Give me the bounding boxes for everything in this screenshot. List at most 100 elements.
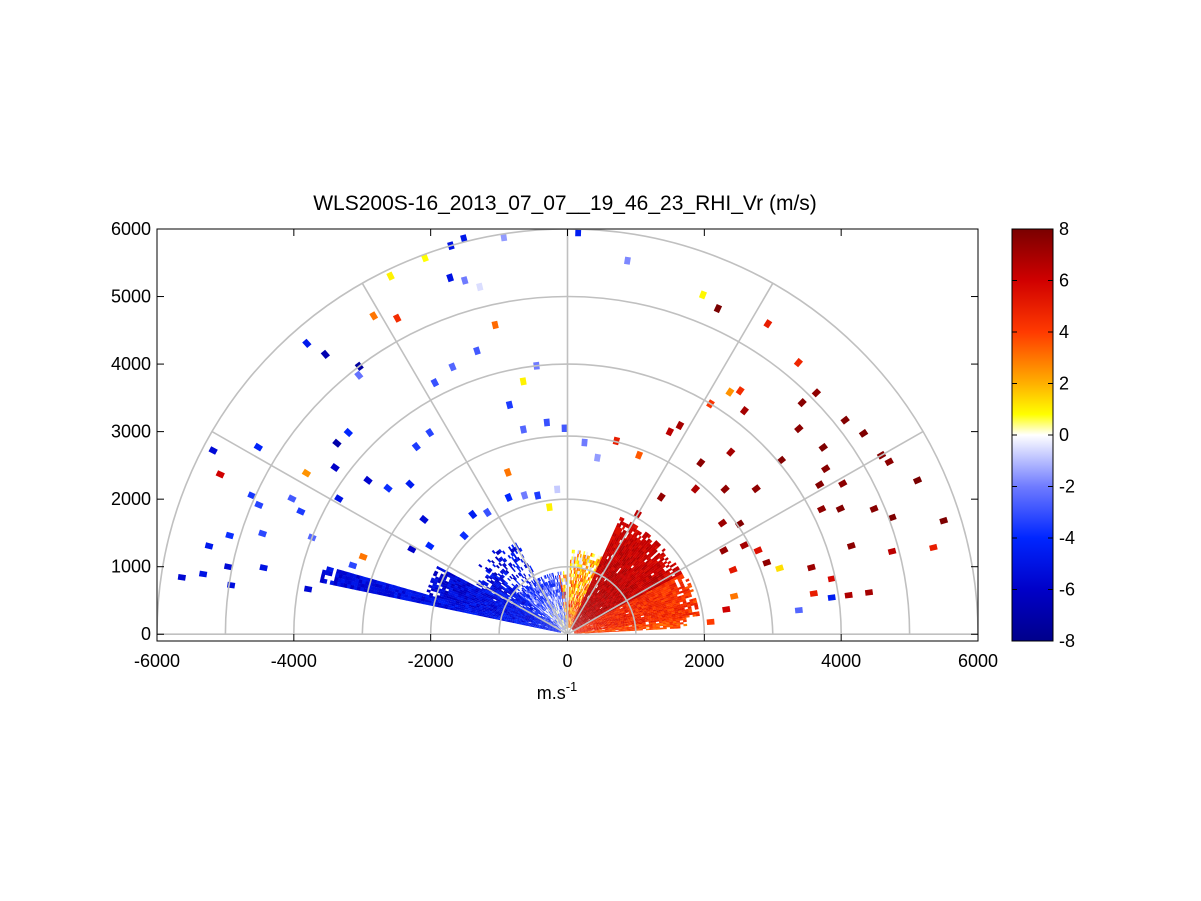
velocity-cell xyxy=(555,618,558,622)
velocity-cell xyxy=(589,622,593,625)
velocity-cell xyxy=(506,587,510,591)
velocity-cell xyxy=(556,606,559,611)
velocity-cell xyxy=(603,595,607,599)
velocity-cell xyxy=(582,561,585,566)
velocity-cell xyxy=(565,581,567,585)
velocity-cell xyxy=(542,621,547,624)
velocity-cell xyxy=(609,602,613,606)
velocity-cell xyxy=(574,623,577,627)
velocity-cell xyxy=(544,616,548,620)
velocity-cell xyxy=(557,631,561,633)
x-axis-label: m.s-1 xyxy=(537,679,578,703)
velocity-cell xyxy=(648,575,653,580)
velocity-cell xyxy=(577,630,581,632)
velocity-cell xyxy=(542,622,546,625)
velocity-cell xyxy=(540,600,544,604)
velocity-cell xyxy=(602,581,606,586)
velocity-cell xyxy=(527,623,532,625)
velocity-cell xyxy=(499,556,504,561)
velocity-cell xyxy=(383,589,389,594)
velocity-cell xyxy=(621,580,626,584)
velocity-cell xyxy=(664,581,669,586)
velocity-cell xyxy=(547,607,551,612)
velocity-cell xyxy=(573,607,575,612)
velocity-cell xyxy=(622,533,626,538)
velocity-cell xyxy=(603,561,607,566)
velocity-cell xyxy=(677,577,682,581)
velocity-cell xyxy=(474,609,479,613)
velocity-cell xyxy=(592,590,595,595)
velocity-cell xyxy=(529,601,533,605)
velocity-cell xyxy=(578,553,581,558)
velocity-cell xyxy=(564,591,566,596)
velocity-cell xyxy=(583,582,586,587)
velocity-cell xyxy=(597,604,601,608)
velocity-cell xyxy=(616,522,620,528)
velocity-cell xyxy=(533,626,538,628)
velocity-cell xyxy=(625,626,629,629)
velocity-cell xyxy=(562,615,564,620)
velocity-cell xyxy=(486,579,491,583)
velocity-cell xyxy=(474,589,479,593)
velocity-cell xyxy=(355,574,361,580)
velocity-cell xyxy=(575,625,579,629)
y-tick-label: 4000 xyxy=(111,354,151,374)
velocity-cell xyxy=(539,605,543,609)
velocity-cell xyxy=(466,598,472,602)
velocity-cell xyxy=(628,545,632,550)
velocity-cell xyxy=(627,524,631,529)
velocity-cell xyxy=(545,614,549,618)
velocity-cell xyxy=(492,573,497,577)
velocity-cell xyxy=(521,595,525,599)
velocity-cell xyxy=(407,592,413,596)
velocity-cell xyxy=(535,591,539,595)
velocity-cell xyxy=(623,554,628,559)
velocity-cell xyxy=(739,541,749,550)
velocity-cell xyxy=(589,610,593,614)
velocity-cell xyxy=(608,607,612,610)
velocity-cell xyxy=(580,627,584,630)
velocity-cell xyxy=(362,576,367,582)
velocity-cell xyxy=(536,598,540,603)
velocity-cell xyxy=(586,626,591,628)
velocity-cell xyxy=(637,618,642,621)
velocity-cell xyxy=(575,573,578,578)
velocity-cell xyxy=(675,573,680,578)
velocity-cell xyxy=(622,604,627,608)
velocity-cell xyxy=(497,603,502,607)
velocity-cell xyxy=(646,547,651,552)
velocity-cell xyxy=(631,556,635,561)
velocity-cell xyxy=(591,598,595,602)
velocity-cell xyxy=(574,573,577,578)
velocity-cell xyxy=(474,599,479,602)
velocity-cell xyxy=(693,600,698,604)
velocity-cell xyxy=(538,597,541,602)
velocity-cell xyxy=(576,621,580,625)
velocity-cell xyxy=(570,610,572,615)
velocity-cell xyxy=(408,589,413,594)
velocity-cell xyxy=(551,627,555,630)
velocity-cell xyxy=(511,604,516,607)
velocity-cell xyxy=(619,617,624,620)
velocity-cell xyxy=(513,621,518,623)
velocity-cell xyxy=(483,583,488,587)
velocity-cell xyxy=(525,602,529,605)
velocity-cell xyxy=(629,555,634,560)
velocity-cell xyxy=(490,603,495,607)
velocity-cell xyxy=(607,545,612,550)
velocity-cell xyxy=(549,595,552,599)
velocity-cell xyxy=(606,598,610,602)
velocity-cell xyxy=(511,551,516,556)
velocity-cell xyxy=(651,574,656,578)
velocity-cell xyxy=(638,598,643,602)
velocity-cell xyxy=(607,625,612,628)
velocity-cell xyxy=(558,599,560,603)
velocity-cell xyxy=(586,612,590,616)
velocity-cell xyxy=(562,619,564,623)
velocity-cell xyxy=(580,628,584,630)
velocity-cell xyxy=(560,602,562,606)
velocity-cell xyxy=(450,575,455,580)
velocity-cell xyxy=(534,613,538,616)
colorbar-gradient xyxy=(1011,228,1054,642)
velocity-cell xyxy=(586,599,590,603)
